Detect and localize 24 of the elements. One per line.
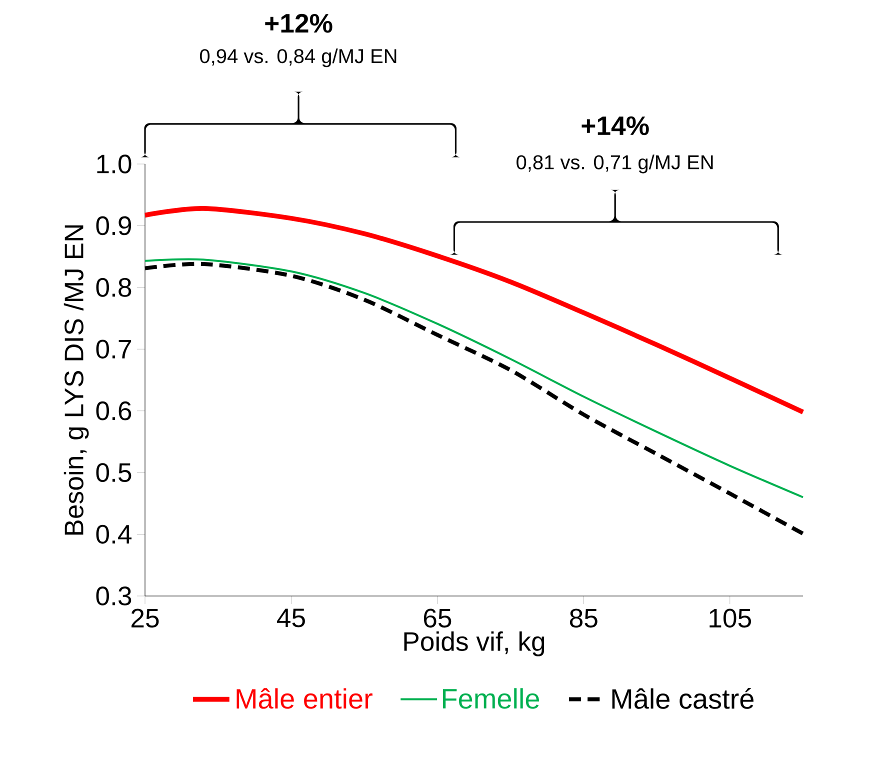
y-tick-label: 0.8 (96, 278, 132, 297)
y-tick-label: 0.9 (96, 216, 132, 236)
legend-label: Femelle (443, 688, 540, 709)
text: +12% (265, 14, 332, 33)
y-tick-label: 0.5 (96, 463, 132, 482)
line-series (144, 258, 804, 498)
y-axis-title: Besoin, g LYS DIS /MJ EN (64, 225, 89, 535)
line-series (142, 206, 806, 414)
x-tick-label: 105 (710, 608, 751, 628)
y-tick-label: 0.7 (96, 340, 131, 359)
y-tick-label: 0.6 (96, 401, 132, 420)
x-tick-label: 45 (277, 608, 305, 628)
y-tick-label: 0.4 (96, 524, 132, 544)
y-tick-label: 1.0 (97, 154, 132, 174)
legend-label: Mâle entier (236, 688, 372, 709)
text: +14% (582, 116, 649, 136)
x-axis-title: Poids vif, kg (404, 631, 544, 656)
x-tick-label: 25 (132, 608, 159, 628)
legend-label: Mâle castré (612, 688, 754, 709)
text: 0,94 vs. 0,84 g/MJ EN (200, 48, 396, 68)
y-tick-label: 0.3 (96, 586, 132, 606)
x-tick-label: 65 (424, 608, 452, 628)
annotation: 0,81 vs. 0,71 g/MJ EN (516, 154, 713, 174)
x-tick-label: 85 (570, 608, 598, 628)
